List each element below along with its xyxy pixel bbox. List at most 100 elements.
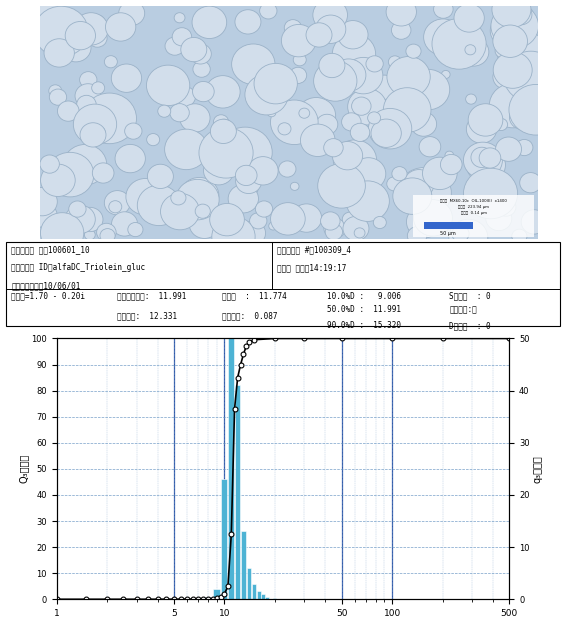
Circle shape bbox=[158, 105, 171, 117]
Circle shape bbox=[464, 142, 503, 179]
Circle shape bbox=[486, 206, 512, 230]
Circle shape bbox=[237, 177, 258, 197]
Circle shape bbox=[316, 114, 338, 135]
Circle shape bbox=[228, 184, 259, 213]
Circle shape bbox=[92, 82, 105, 94]
Circle shape bbox=[70, 165, 85, 179]
Circle shape bbox=[34, 6, 88, 57]
Circle shape bbox=[434, 0, 453, 18]
Circle shape bbox=[54, 164, 76, 184]
Circle shape bbox=[440, 155, 462, 175]
Circle shape bbox=[235, 170, 261, 194]
Circle shape bbox=[204, 156, 234, 185]
Circle shape bbox=[65, 205, 95, 233]
Circle shape bbox=[35, 0, 65, 27]
Circle shape bbox=[181, 37, 207, 61]
Circle shape bbox=[180, 104, 210, 132]
Circle shape bbox=[267, 109, 276, 117]
Circle shape bbox=[271, 100, 318, 145]
Circle shape bbox=[104, 191, 130, 215]
Circle shape bbox=[466, 94, 477, 104]
Circle shape bbox=[468, 104, 503, 136]
Circle shape bbox=[332, 34, 376, 75]
Circle shape bbox=[406, 44, 421, 58]
Circle shape bbox=[492, 0, 531, 28]
Circle shape bbox=[176, 179, 219, 220]
Text: 分布関数:無: 分布関数:無 bbox=[449, 305, 477, 314]
Circle shape bbox=[161, 193, 199, 230]
Circle shape bbox=[387, 177, 402, 191]
Circle shape bbox=[371, 119, 401, 147]
Circle shape bbox=[281, 24, 316, 57]
Bar bbox=[235, 386, 240, 599]
Circle shape bbox=[126, 178, 165, 215]
Text: （ファイル 名）100601_10: （ファイル 名）100601_10 bbox=[11, 245, 90, 254]
Circle shape bbox=[371, 75, 397, 99]
Text: （サンプル ID）alfaDC_Triolein_gluc: （サンプル ID）alfaDC_Triolein_gluc bbox=[11, 263, 145, 272]
Circle shape bbox=[348, 89, 387, 125]
Bar bbox=[261, 594, 265, 599]
Circle shape bbox=[351, 158, 386, 190]
Circle shape bbox=[464, 168, 518, 219]
Circle shape bbox=[293, 53, 306, 66]
Circle shape bbox=[306, 23, 332, 47]
Circle shape bbox=[205, 76, 240, 108]
Circle shape bbox=[254, 63, 297, 104]
Circle shape bbox=[278, 161, 296, 177]
Circle shape bbox=[80, 123, 106, 147]
Circle shape bbox=[297, 97, 336, 134]
Circle shape bbox=[357, 194, 366, 202]
Circle shape bbox=[392, 166, 407, 181]
Circle shape bbox=[75, 84, 101, 108]
Y-axis label: q₃（％）: q₃（％） bbox=[533, 455, 543, 483]
Circle shape bbox=[493, 65, 519, 89]
Circle shape bbox=[180, 178, 219, 214]
Bar bbox=[247, 568, 251, 599]
Circle shape bbox=[100, 229, 115, 243]
Circle shape bbox=[313, 0, 348, 31]
Circle shape bbox=[74, 104, 117, 145]
Circle shape bbox=[248, 156, 278, 185]
Circle shape bbox=[403, 79, 420, 96]
Circle shape bbox=[183, 110, 199, 124]
Circle shape bbox=[516, 140, 533, 156]
Circle shape bbox=[392, 21, 411, 39]
Circle shape bbox=[332, 142, 363, 170]
Circle shape bbox=[432, 19, 486, 69]
Circle shape bbox=[458, 38, 489, 66]
Circle shape bbox=[495, 44, 511, 58]
Circle shape bbox=[31, 203, 57, 228]
Circle shape bbox=[68, 201, 86, 217]
Text: 50 μm: 50 μm bbox=[440, 231, 456, 236]
Circle shape bbox=[331, 59, 366, 91]
Circle shape bbox=[514, 6, 533, 24]
Circle shape bbox=[342, 113, 361, 131]
Circle shape bbox=[165, 37, 185, 55]
Circle shape bbox=[172, 28, 192, 46]
Circle shape bbox=[324, 138, 343, 157]
Circle shape bbox=[368, 109, 411, 149]
Circle shape bbox=[112, 212, 138, 236]
Circle shape bbox=[495, 93, 521, 117]
Bar bbox=[229, 245, 234, 599]
Circle shape bbox=[315, 15, 346, 43]
Bar bbox=[413, 194, 534, 237]
Circle shape bbox=[189, 210, 220, 238]
Circle shape bbox=[324, 218, 345, 238]
Circle shape bbox=[388, 56, 401, 68]
Circle shape bbox=[289, 67, 307, 83]
Text: モード径:  12.331: モード径: 12.331 bbox=[117, 311, 177, 320]
Circle shape bbox=[351, 97, 371, 116]
Circle shape bbox=[314, 61, 357, 101]
Bar bbox=[221, 479, 228, 599]
Circle shape bbox=[490, 14, 525, 47]
Circle shape bbox=[82, 93, 136, 143]
Circle shape bbox=[338, 20, 368, 49]
Circle shape bbox=[125, 123, 142, 139]
Bar bbox=[252, 584, 256, 599]
Circle shape bbox=[76, 95, 96, 114]
Circle shape bbox=[58, 101, 79, 121]
Circle shape bbox=[192, 81, 214, 102]
Circle shape bbox=[290, 183, 299, 191]
Circle shape bbox=[350, 123, 370, 142]
